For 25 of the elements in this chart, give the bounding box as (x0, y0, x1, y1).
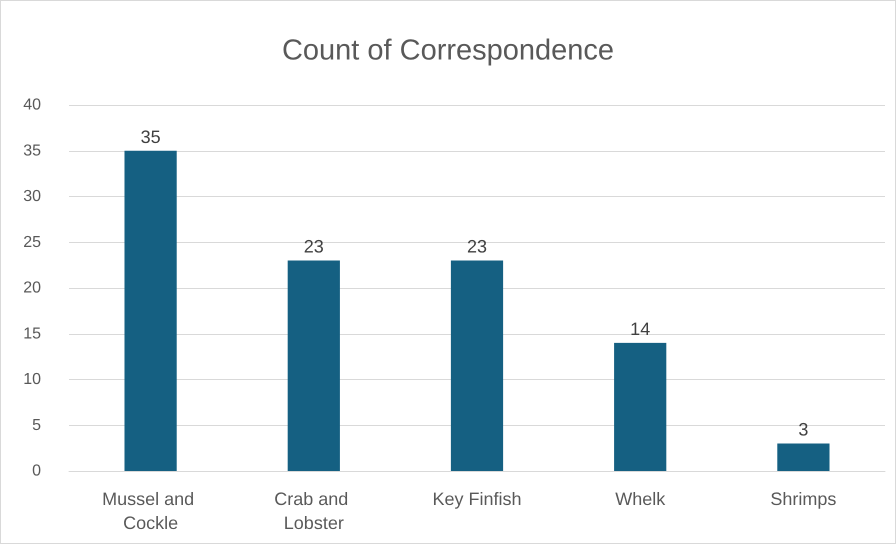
y-tick-label: 20 (23, 280, 42, 296)
x-tick-label: Key Finfish (432, 489, 522, 509)
y-tick-label: 10 (23, 371, 42, 388)
x-tick-label: Crab and Lobster (274, 489, 354, 533)
x-tick-label: Whelk (615, 489, 666, 509)
bar (614, 342, 666, 471)
bar (288, 260, 340, 471)
x-tick-label: Shrimps (770, 489, 836, 509)
y-tick-label: 5 (32, 416, 42, 434)
data-label: 23 (304, 236, 324, 257)
data-label: 14 (630, 318, 650, 339)
y-tick-label: 35 (23, 142, 42, 160)
bar (777, 444, 830, 471)
y-tick-label: 15 (23, 325, 42, 342)
x-tick-label: Mussel and Cockle (102, 489, 200, 533)
chart-title: Count of Correspondence (282, 34, 614, 66)
y-tick-label: 30 (23, 188, 42, 205)
y-tick-label: 40 (23, 96, 42, 114)
data-label: 3 (798, 420, 808, 440)
data-label: 23 (466, 236, 488, 257)
data-label: 35 (140, 126, 161, 147)
bar (450, 260, 504, 471)
bar (124, 150, 177, 471)
y-tick-label: 0 (32, 462, 42, 480)
y-tick-label: 25 (23, 234, 42, 251)
